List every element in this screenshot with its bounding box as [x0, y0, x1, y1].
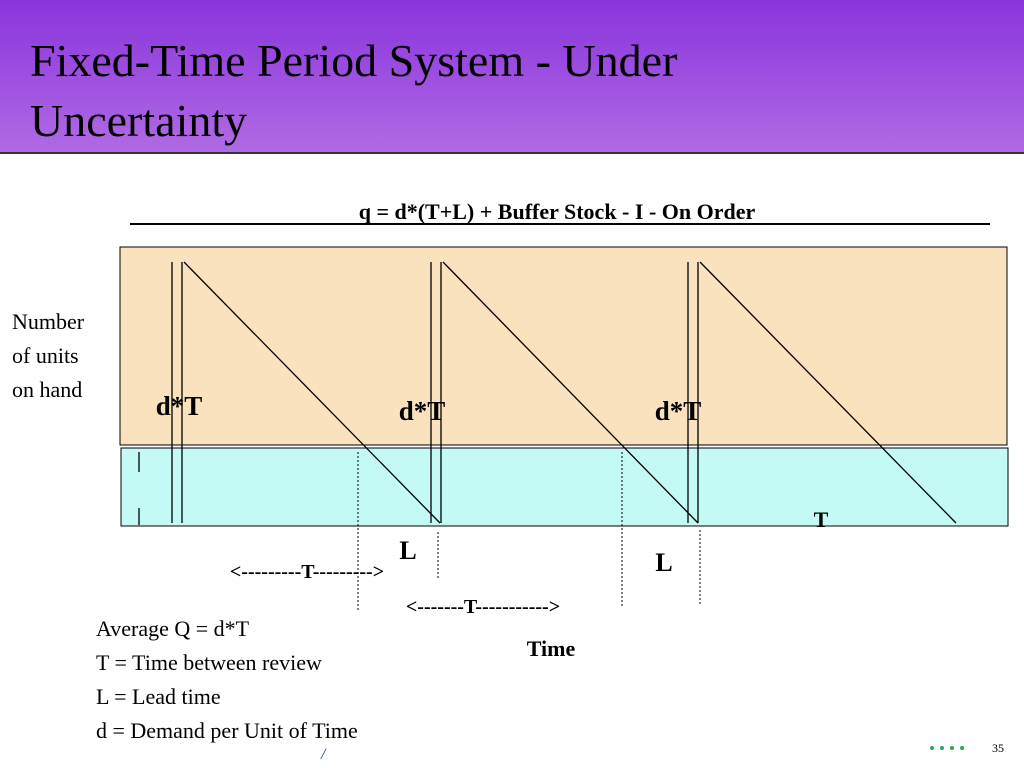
definition: d = Demand per Unit of Time	[96, 718, 358, 743]
upper-zone	[119, 246, 1008, 446]
footer-dots	[930, 746, 964, 750]
footer-mark: /	[320, 746, 327, 763]
y-label: on hand	[12, 377, 82, 402]
dotted-markers	[357, 452, 701, 610]
cycle-label: d*T	[399, 396, 446, 426]
t-label: T	[814, 507, 829, 532]
formula: q = d*(T+L) + Buffer Stock - I - On Orde…	[359, 199, 756, 224]
period-label: <---------T--------->	[230, 561, 384, 583]
title-line: Fixed-Time Period System - Under	[30, 35, 677, 86]
definition: Average Q = d*T	[96, 616, 250, 641]
x-label: Time	[527, 636, 576, 661]
definition: T = Time between review	[96, 650, 322, 675]
period-label: <-------T----------->	[406, 596, 560, 618]
page-number: 35	[992, 741, 1004, 755]
y-label: Number	[12, 309, 85, 334]
lead-label: L	[655, 548, 672, 577]
cycle-label: d*T	[156, 391, 203, 421]
definition: L = Lead time	[96, 684, 221, 709]
title-line: Uncertainty	[30, 95, 247, 146]
y-label: of units	[12, 343, 79, 368]
header-band	[0, 0, 1024, 152]
cycle-label: d*T	[655, 396, 702, 426]
sawtooth	[138, 261, 957, 525]
buffer-zone	[120, 447, 1009, 527]
lead-label: L	[399, 536, 416, 565]
